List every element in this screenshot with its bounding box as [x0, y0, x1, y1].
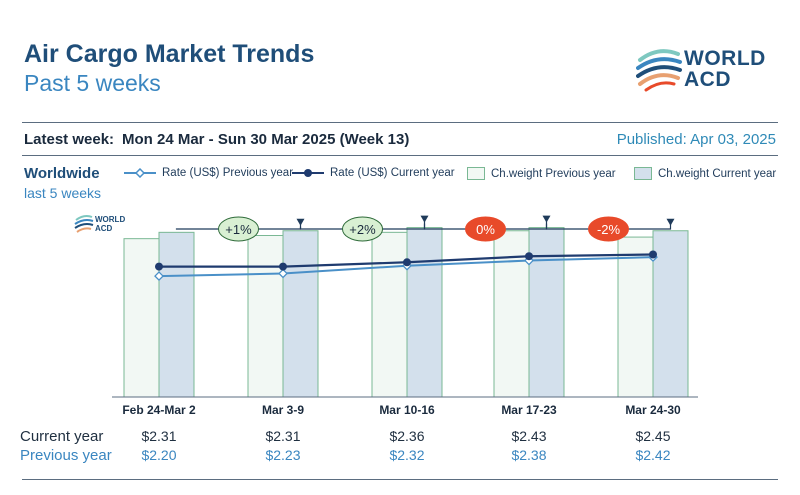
row-label-previous: Previous year	[20, 447, 112, 464]
change-badge-label: 0%	[476, 222, 495, 237]
x-tick-label: Mar 3-9	[262, 403, 304, 417]
legend-rate-prev-swatch	[124, 168, 156, 178]
point-rate-cur	[279, 262, 287, 271]
rate-previous-cell: $2.20	[141, 447, 177, 463]
logo-text-line1: WORLD	[684, 47, 766, 70]
legend-cw-cur-label: Ch.weight Current year	[658, 167, 777, 180]
change-arrow-icon	[420, 215, 429, 223]
change-arrow-icon	[542, 215, 551, 223]
logo-text-line2: ACD	[684, 68, 731, 91]
page-title: Air Cargo Market Trends	[24, 40, 315, 68]
legend-cw-prev-label: Ch.weight Previous year	[491, 167, 616, 180]
change-arrow-icon	[666, 218, 675, 226]
chart-watermark-logo: WORLD ACD	[74, 215, 125, 233]
bar-cw-cur	[282, 230, 319, 398]
region-period: last 5 weeks	[24, 185, 102, 201]
x-tick-label: Mar 10-16	[379, 403, 435, 417]
x-tick-label: Mar 17-23	[501, 403, 557, 417]
change-badge	[218, 216, 259, 242]
legend-rate-prev-label: Rate (US$) Previous year	[162, 167, 294, 179]
legend-rate-cur-label: Rate (US$) Current year	[330, 167, 455, 179]
rate-previous-cell: $2.23	[265, 447, 301, 463]
change-badge	[342, 216, 383, 242]
change-badge-label: -2%	[597, 222, 621, 237]
bar-cw-prev	[123, 238, 160, 398]
point-rate-cur	[155, 262, 163, 271]
divider-top	[22, 122, 778, 123]
bar-cw-cur	[158, 231, 195, 398]
change-arrow-icon	[296, 218, 305, 226]
latest-week-value: Mon 24 Mar - Sun 30 Mar 2025 (Week 13)	[122, 131, 410, 148]
region-name: Worldwide	[24, 165, 100, 182]
worldacd-logo: WORLD ACD	[636, 42, 776, 98]
rate-current-cell: $2.31	[141, 428, 177, 444]
legend-cw-cur: Ch.weight Current year	[634, 167, 776, 180]
rate-current-cell: $2.31	[265, 428, 301, 444]
divider-mid	[22, 155, 778, 156]
logo-swoosh-icon	[636, 49, 682, 92]
change-badge-label: +1%	[225, 222, 252, 237]
legend-cw-cur-swatch	[634, 167, 652, 180]
legend-rate-prev: Rate (US$) Previous year	[124, 167, 293, 179]
legend-cw-prev: Ch.weight Previous year	[467, 167, 616, 180]
x-tick-label: Mar 24-30	[625, 403, 681, 417]
rate-current-cell: $2.36	[389, 428, 425, 444]
page-subtitle: Past 5 weeks	[24, 70, 161, 96]
published-date: Published: Apr 03, 2025	[616, 131, 776, 148]
point-rate-prev	[524, 255, 534, 266]
change-badge-label: +2%	[349, 222, 376, 237]
legend-rate-cur: Rate (US$) Current year	[292, 167, 455, 179]
bar-cw-prev	[371, 231, 408, 398]
legend-cw-prev-swatch	[467, 167, 485, 180]
bar-cw-prev	[247, 235, 284, 398]
bar-cw-prev	[617, 236, 654, 398]
rate-previous-cell: $2.38	[511, 447, 547, 463]
point-rate-cur	[403, 258, 411, 267]
change-badge	[465, 216, 506, 242]
legend-rate-cur-swatch	[292, 169, 324, 177]
bar-cw-cur	[652, 230, 689, 398]
watermark-text-line1: WORLD	[95, 215, 125, 224]
rate-current-cell: $2.45	[635, 428, 671, 444]
bar-cw-cur	[528, 227, 565, 398]
rate-previous-cell: $2.42	[635, 447, 671, 463]
rate-current-cell: $2.43	[511, 428, 547, 444]
bar-cw-cur	[406, 227, 443, 398]
x-tick-label: Feb 24-Mar 2	[122, 403, 196, 417]
divider-bottom	[22, 479, 778, 480]
point-rate-prev	[154, 271, 164, 282]
watermark-text-line2: ACD	[95, 224, 113, 233]
row-label-current: Current year	[20, 428, 104, 445]
point-rate-cur	[649, 250, 657, 259]
point-rate-cur	[525, 252, 533, 261]
change-badge	[588, 216, 629, 242]
rate-previous-cell: $2.32	[389, 447, 425, 463]
latest-week-label: Latest week:	[24, 131, 115, 148]
point-rate-prev	[278, 268, 288, 279]
